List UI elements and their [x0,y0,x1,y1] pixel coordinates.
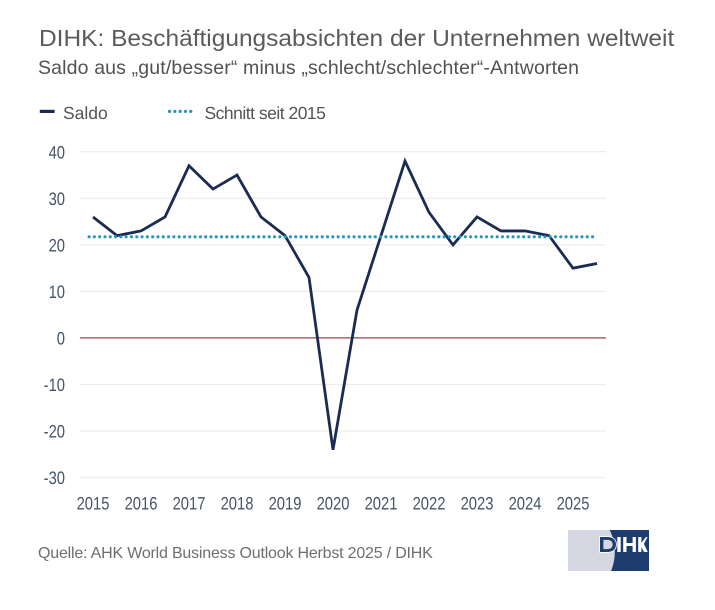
svg-text:Saldo: Saldo [63,103,108,123]
svg-text:40: 40 [49,142,65,162]
svg-text:2017: 2017 [173,493,206,513]
svg-text:2018: 2018 [221,493,254,513]
svg-text:2022: 2022 [413,493,446,513]
svg-text:2021: 2021 [365,493,398,513]
svg-text:10: 10 [49,282,65,302]
svg-text:-30: -30 [44,468,65,488]
svg-text:30: 30 [49,189,65,209]
svg-text:-10: -10 [44,375,65,395]
svg-text:2019: 2019 [269,493,302,513]
svg-text:2024: 2024 [509,493,542,513]
svg-text:2015: 2015 [77,493,110,513]
svg-text:20: 20 [49,235,65,255]
svg-text:-20: -20 [44,422,65,442]
svg-text:0: 0 [57,329,65,349]
svg-text:Schnitt seit 2015: Schnitt seit 2015 [205,103,326,123]
svg-text:2020: 2020 [317,493,350,513]
svg-text:2023: 2023 [461,493,494,513]
svg-text:2025: 2025 [557,493,590,513]
svg-text:2016: 2016 [125,493,158,513]
